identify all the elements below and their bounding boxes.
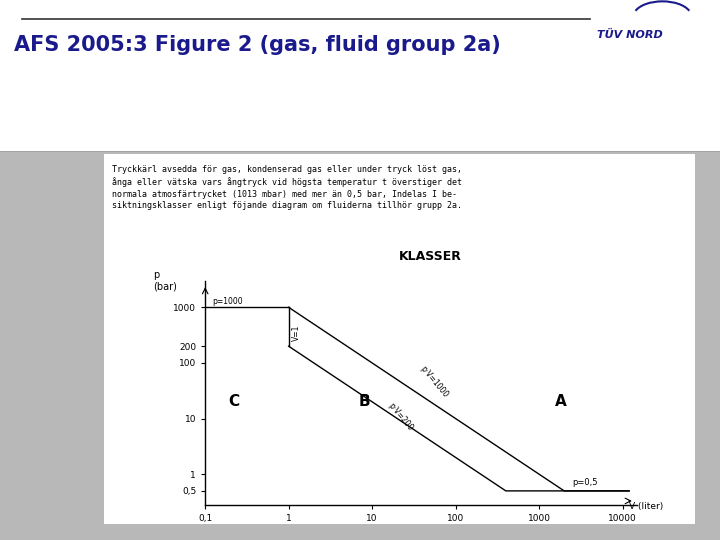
- Text: A: A: [554, 394, 566, 409]
- Text: B: B: [359, 394, 370, 409]
- Text: V (liter): V (liter): [629, 502, 663, 511]
- FancyBboxPatch shape: [104, 154, 695, 524]
- FancyBboxPatch shape: [0, 0, 720, 151]
- Text: p·V=1000: p·V=1000: [418, 364, 450, 400]
- Text: TÜV NORD: TÜV NORD: [597, 30, 663, 40]
- Text: p=1000: p=1000: [212, 297, 243, 306]
- Text: p
(bar): p (bar): [153, 269, 177, 291]
- Text: C: C: [228, 394, 239, 409]
- Text: V=1: V=1: [292, 325, 300, 341]
- FancyBboxPatch shape: [0, 151, 720, 540]
- Text: KLASSER: KLASSER: [398, 250, 462, 263]
- Text: p·V=200: p·V=200: [387, 402, 415, 433]
- Text: AFS 2005:3 Figure 2 (gas, fluid group 2a): AFS 2005:3 Figure 2 (gas, fluid group 2a…: [14, 35, 501, 55]
- Text: Tryckkärl avsedda för gas, kondenserad gas eller under tryck löst gas,
ånga elle: Tryckkärl avsedda för gas, kondenserad g…: [112, 165, 462, 210]
- Text: p=0,5: p=0,5: [572, 478, 598, 487]
